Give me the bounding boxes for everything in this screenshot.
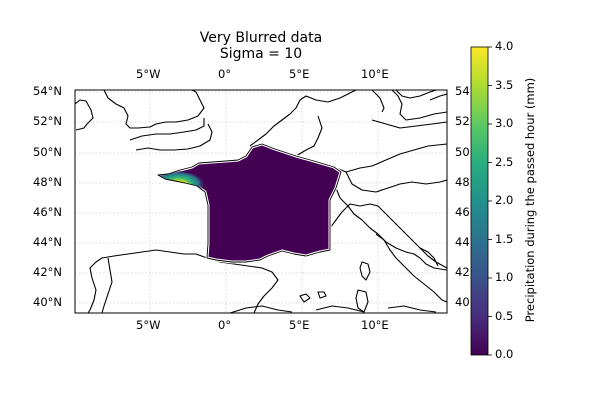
lat-tick-right-40: 40	[455, 295, 470, 309]
colorbar-tick-3: 1.5	[495, 232, 514, 246]
map-frame	[74, 89, 448, 314]
lat-tick-left-54n: 54°N	[33, 84, 62, 98]
lat-tick-left-40n: 40°N	[33, 295, 62, 309]
colorbar-ticks	[488, 46, 492, 356]
colorbar-tick-8: 4.0	[495, 39, 514, 53]
chart-title-line-1: Very Blurred data	[199, 30, 323, 46]
lat-tick-left-44n: 44°N	[33, 235, 62, 249]
lat-tick-left-46n: 46°N	[33, 205, 62, 219]
colorbar-tick-5: 2.5	[495, 155, 514, 169]
lon-tick-bottom-0: 0°	[218, 318, 232, 332]
lon-tick-bottom-10e: 10°E	[361, 318, 389, 332]
lon-tick-top-0: 0°	[218, 67, 232, 81]
lat-tick-right-46: 46	[455, 205, 470, 219]
colorbar-tick-6: 3.0	[495, 116, 514, 130]
colorbar-tick-7: 3.5	[495, 78, 514, 92]
lon-tick-bottom-5e: 5°E	[289, 318, 310, 332]
france-field	[156, 142, 343, 264]
lat-tick-right-48: 48	[455, 175, 470, 189]
lat-tick-left-48n: 48°N	[33, 175, 62, 189]
lat-tick-left-42n: 42°N	[33, 265, 62, 279]
lat-tick-right-54: 54	[455, 84, 470, 98]
lat-tick-right-44: 44	[455, 235, 470, 249]
colorbar-tick-1: 0.5	[495, 309, 514, 323]
lat-tick-left-50n: 50°N	[33, 145, 62, 159]
lon-tick-bottom-5w: 5°W	[136, 318, 161, 332]
lat-tick-left-52n: 52°N	[33, 114, 62, 128]
colorbar-label: Precipitation during the passed hour (mm…	[523, 77, 537, 323]
colorbar-tick-2: 1.0	[495, 270, 514, 284]
lat-tick-right-52: 52	[455, 114, 470, 128]
lon-tick-top-5w: 5°W	[136, 67, 161, 81]
colorbar-tick-4: 2.0	[495, 193, 514, 207]
lat-tick-right-50: 50	[455, 145, 470, 159]
lat-tick-right-42: 42	[455, 265, 470, 279]
lon-tick-top-10e: 10°E	[361, 67, 389, 81]
colorbar-tick-0: 0.0	[495, 347, 514, 361]
lon-tick-top-5e: 5°E	[289, 67, 310, 81]
colorbar	[470, 46, 489, 356]
chart-title-line-2: Sigma = 10	[219, 46, 303, 62]
coastlines	[75, 90, 447, 313]
